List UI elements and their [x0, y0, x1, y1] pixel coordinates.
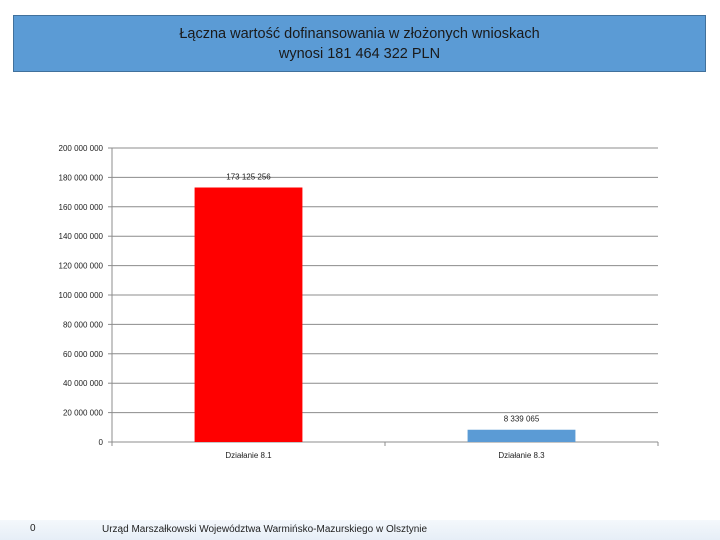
chart-title-line-1: Łączna wartość dofinansowania w złożonyc… — [179, 25, 540, 42]
y-tick-label: 80 000 000 — [63, 320, 104, 329]
labels: 0 20 000 000 40 000 000 60 000 000 80 000 00… — [59, 144, 546, 460]
y-tick-label: 120 000 000 — [59, 262, 104, 271]
category-label: Działanie 8.1 — [225, 451, 272, 460]
axes — [108, 147, 659, 446]
footer-text: Urząd Marszałkowski Województwa Warmińsk… — [102, 524, 428, 535]
y-tick-label: 180 000 000 — [59, 173, 104, 182]
y-tick-label: 140 000 000 — [59, 232, 104, 241]
bar — [467, 429, 576, 442]
y-tick-label: 60 000 000 — [63, 350, 104, 359]
data-label: 8 339 065 — [504, 415, 540, 424]
chart-title-box: Łączna wartość dofinansowania w złożonyc… — [13, 15, 706, 72]
y-tick-label: 20 000 000 — [63, 409, 104, 418]
bars — [194, 187, 576, 442]
gridlines — [112, 147, 658, 414]
y-tick-label: 40 000 000 — [63, 379, 104, 388]
y-tick-label: 100 000 000 — [59, 291, 104, 300]
chart-title-line-2: wynosi 181 464 322 PLN — [278, 45, 441, 62]
category-label: Działanie 8.3 — [498, 451, 545, 460]
y-tick-label: 160 000 000 — [59, 203, 104, 212]
bar — [194, 187, 303, 442]
slide-number: 0 — [30, 523, 36, 534]
y-tick-label: 0 — [99, 438, 104, 447]
data-label: 173 125 256 — [226, 173, 271, 182]
footer-bar — [0, 520, 720, 540]
bar-chart: 0 20 000 000 40 000 000 60 000 000 80 000 00… — [59, 144, 659, 460]
y-tick-label: 200 000 000 — [59, 144, 104, 153]
